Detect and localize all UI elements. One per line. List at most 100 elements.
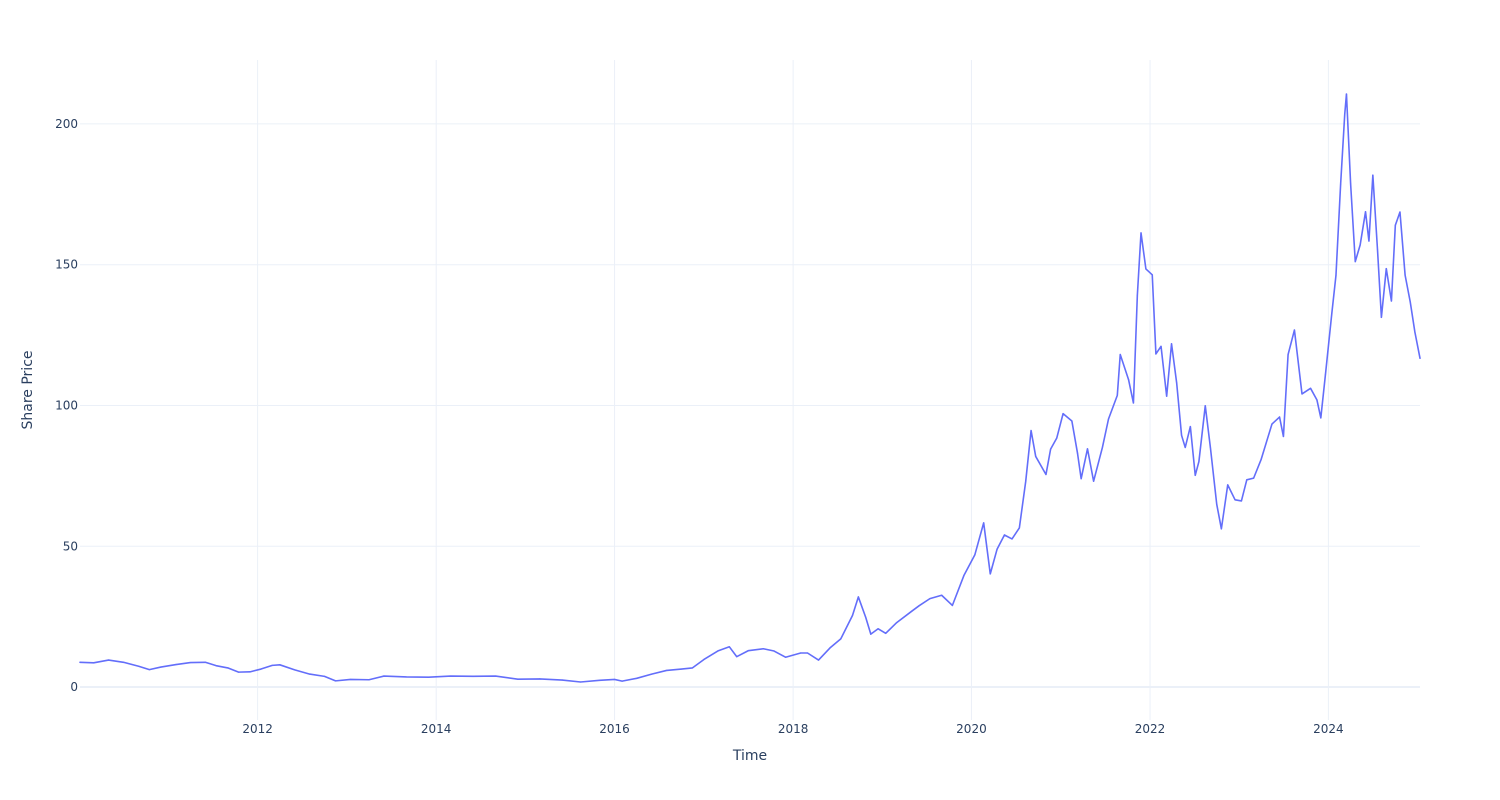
data-point	[175, 663, 177, 666]
y-axis-title: Share Price	[20, 350, 36, 429]
data-point	[851, 614, 854, 617]
data-point	[472, 675, 474, 677]
x-tick-label: 2020	[956, 722, 987, 736]
data-point	[1368, 240, 1370, 242]
data-point	[450, 675, 452, 677]
data-point	[806, 652, 809, 654]
data-point	[599, 679, 601, 681]
data-point	[539, 678, 541, 680]
data-point	[1119, 353, 1121, 356]
data-point	[309, 673, 311, 675]
data-point	[79, 661, 81, 663]
data-point	[736, 656, 738, 658]
data-point	[249, 671, 251, 673]
data-point	[1220, 528, 1222, 530]
data-point	[1376, 248, 1379, 251]
data-point	[1344, 113, 1346, 115]
data-point	[428, 676, 430, 678]
x-tick-label: 2016	[599, 722, 630, 736]
data-point	[1166, 395, 1168, 397]
data-point	[1419, 357, 1421, 359]
data-point	[1018, 527, 1020, 529]
y-tick-label: 100	[55, 398, 78, 412]
data-point	[160, 666, 162, 668]
data-point	[1071, 420, 1073, 422]
data-point	[865, 616, 867, 618]
data-point	[703, 658, 705, 661]
data-point	[1340, 184, 1342, 186]
data-point	[405, 676, 407, 678]
data-point	[1050, 448, 1052, 450]
data-point	[1184, 446, 1186, 449]
data-point	[1151, 274, 1153, 276]
data-point	[1350, 183, 1352, 185]
data-point	[1080, 478, 1082, 480]
data-point	[1198, 460, 1200, 463]
y-tick-label: 200	[55, 117, 78, 131]
data-point	[800, 652, 802, 654]
data-point	[148, 669, 150, 671]
data-point	[951, 604, 954, 607]
data-point	[1011, 538, 1013, 540]
x-tick-label: 2014	[421, 722, 452, 736]
data-point	[1372, 174, 1374, 176]
data-point	[1045, 473, 1047, 476]
data-point	[1107, 418, 1110, 420]
y-tick-label: 150	[55, 258, 78, 272]
data-point	[870, 633, 872, 635]
data-point	[260, 668, 262, 670]
data-point	[929, 598, 931, 600]
data-point	[1204, 405, 1206, 407]
data-point	[494, 675, 497, 677]
x-tick-label: 2012	[242, 722, 273, 736]
data-point	[728, 646, 730, 648]
data-point	[1331, 312, 1333, 315]
series-layer	[79, 93, 1421, 683]
x-tick-label: 2018	[778, 722, 809, 736]
data-point	[680, 668, 683, 670]
data-point	[974, 554, 976, 556]
data-point	[1160, 345, 1162, 347]
data-point	[1301, 393, 1303, 395]
data-point	[122, 661, 125, 663]
data-point	[747, 650, 749, 652]
data-point	[1320, 417, 1322, 419]
data-point	[1170, 343, 1173, 345]
data-point	[1025, 480, 1027, 483]
data-point	[1176, 382, 1178, 384]
data-point	[665, 669, 668, 672]
data-point	[1086, 448, 1089, 450]
data-point	[138, 665, 140, 667]
data-point	[1076, 452, 1079, 454]
data-point	[1093, 480, 1095, 482]
data-point	[1316, 399, 1318, 401]
data-point	[279, 664, 281, 666]
x-axis-ticks: 2012 2014 2016 2018 2020 2022 2024	[242, 722, 1343, 736]
data-point	[621, 680, 623, 682]
data-point	[1240, 500, 1243, 502]
data-point	[1056, 437, 1058, 439]
data-point	[1271, 423, 1273, 425]
data-point	[1030, 429, 1032, 432]
data-point	[1260, 458, 1262, 460]
data-point	[1227, 484, 1229, 486]
x-axis-title: Time	[732, 748, 767, 764]
plot-area	[80, 60, 1420, 720]
data-point	[1209, 446, 1211, 449]
data-point	[829, 647, 831, 649]
data-point	[996, 548, 998, 550]
data-point	[517, 678, 519, 680]
data-point	[1116, 394, 1118, 396]
y-tick-label: 0	[70, 680, 78, 694]
x-tick-label: 2022	[1135, 722, 1166, 736]
data-point	[911, 610, 913, 612]
data-point	[1409, 301, 1411, 303]
data-point	[1293, 329, 1296, 331]
data-point	[983, 522, 985, 524]
data-point	[561, 679, 563, 681]
data-point	[1309, 387, 1312, 389]
data-point	[1354, 261, 1356, 263]
data-point	[1127, 378, 1130, 381]
data-point	[1180, 434, 1183, 436]
